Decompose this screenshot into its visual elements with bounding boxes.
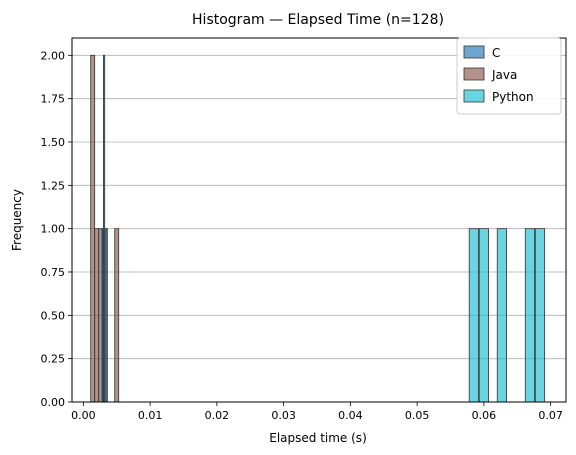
bar-python-2 — [496, 228, 507, 403]
x-tick-label-0: 0.00 — [71, 409, 96, 422]
y-tick-label-7: 1.75 — [41, 93, 66, 106]
legend-label-c: C — [492, 46, 500, 60]
x-tick-label-6: 0.06 — [472, 409, 497, 422]
bar-c-3 — [105, 228, 108, 403]
x-tick-label-3: 0.03 — [271, 409, 296, 422]
y-axis-label: Frequency — [10, 189, 24, 251]
legend: C Java Python — [456, 37, 562, 115]
chart-title: Histogram — Elapsed Time (n=128) — [192, 12, 444, 28]
y-tick-label-2: 0.50 — [41, 309, 66, 322]
y-tick-label-1: 0.25 — [41, 353, 66, 366]
x-tick-label-1: 0.01 — [138, 409, 163, 422]
y-tick-label-8: 2.00 — [41, 49, 66, 62]
x-tick-label-7: 0.07 — [538, 409, 563, 422]
bar-java-3 — [114, 228, 120, 403]
bar-java-0 — [90, 54, 96, 403]
y-tick-label-0: 0.00 — [41, 396, 66, 409]
legend-label-python: Python — [492, 90, 534, 104]
bar-java-1 — [94, 228, 100, 403]
bar-python-3 — [524, 228, 536, 403]
x-axis: 0.00 0.01 0.02 0.03 0.04 0.05 0.06 0.07 — [71, 402, 563, 422]
y-tick-label-4: 1.00 — [41, 223, 66, 236]
x-axis-label: Elapsed time (s) — [269, 431, 367, 445]
bar-python-1 — [478, 228, 489, 403]
y-tick-label-5: 1.25 — [41, 179, 66, 192]
plot-frame — [71, 37, 567, 403]
x-tick-label-5: 0.05 — [405, 409, 430, 422]
grid-lines — [72, 54, 566, 403]
y-tick-label-3: 0.75 — [41, 266, 66, 279]
y-tick-label-6: 1.50 — [41, 136, 66, 149]
legend-swatch-java — [463, 67, 485, 81]
legend-swatch-c — [463, 45, 485, 59]
legend-swatch-python — [463, 89, 485, 103]
legend-label-java: Java — [491, 68, 517, 82]
x-tick-label-4: 0.04 — [338, 409, 363, 422]
y-axis: 0.00 0.25 0.50 0.75 1.00 1.25 1.50 1.75 2.00 — [41, 49, 72, 409]
bar-python-0 — [468, 228, 479, 403]
bar-python-4 — [534, 228, 546, 403]
x-tick-label-2: 0.02 — [205, 409, 230, 422]
